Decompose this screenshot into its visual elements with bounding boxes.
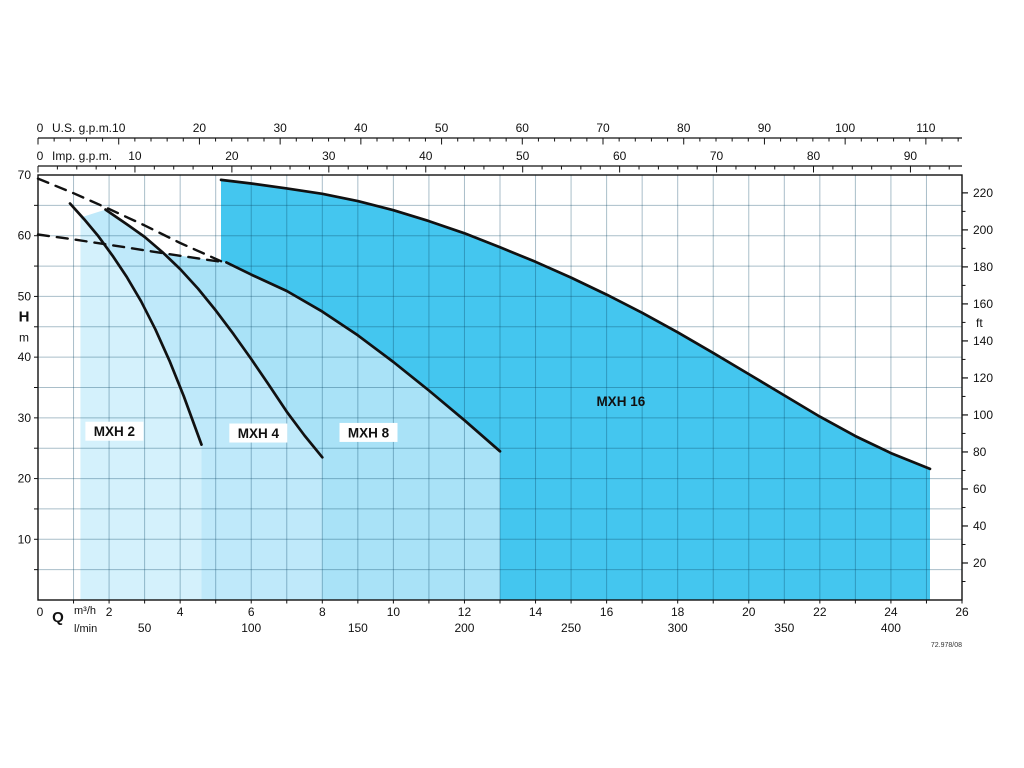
tick-label: 60 xyxy=(973,482,987,496)
tick-label: 200 xyxy=(454,621,474,635)
tick-label: 100 xyxy=(835,121,855,135)
tick-label: 350 xyxy=(774,621,794,635)
tick-label: 2 xyxy=(106,605,113,619)
curve-mxh16 xyxy=(219,178,932,471)
tick-label: 80 xyxy=(973,445,987,459)
pump-curves xyxy=(36,177,932,471)
series-label-mxh2: MXH 2 xyxy=(94,424,135,439)
tick-label: 24 xyxy=(884,605,898,619)
axis-right-ft xyxy=(962,192,968,582)
tick-label: 70 xyxy=(18,168,32,182)
tick-label: 6 xyxy=(248,605,255,619)
tick-label: 90 xyxy=(758,121,772,135)
axis-top-imp-gpm xyxy=(37,165,962,173)
series-label-mxh8: MXH 8 xyxy=(348,425,390,440)
tick-label: 40 xyxy=(18,350,32,364)
tick-label: 50 xyxy=(435,121,449,135)
tick-label: 20 xyxy=(193,121,207,135)
tick-label: 20 xyxy=(18,472,32,486)
curve-mxh4 xyxy=(104,208,324,459)
series-label-mxh4: MXH 4 xyxy=(238,426,280,441)
tick-label: 30 xyxy=(322,149,336,163)
axis-left-h-m xyxy=(34,204,38,571)
tick-label: 20 xyxy=(742,605,756,619)
series-label-mxh16: MXH 16 xyxy=(596,394,645,409)
axis-title-imp-gpm: Imp. g.p.m. xyxy=(52,149,112,163)
tick-label: 26 xyxy=(955,605,969,619)
tick-label: 0 xyxy=(37,149,44,163)
tick-label: 30 xyxy=(273,121,287,135)
axis-title-h: H xyxy=(19,309,30,326)
tick-label: 60 xyxy=(516,121,530,135)
tick-label: 0 xyxy=(37,121,44,135)
tick-label: 140 xyxy=(973,334,993,348)
tick-label: 40 xyxy=(354,121,368,135)
tick-label: 50 xyxy=(18,289,32,303)
tick-label: 10 xyxy=(128,149,142,163)
mxh2-region xyxy=(80,217,202,600)
curve-mxh8-ext-dashed xyxy=(36,233,223,263)
tick-label: 200 xyxy=(973,223,993,237)
tick-label: 10 xyxy=(387,605,401,619)
tick-label: 30 xyxy=(18,411,32,425)
axis-title-q: Q xyxy=(52,609,64,626)
tick-label: 0 xyxy=(37,605,44,619)
tick-label: 160 xyxy=(973,297,993,311)
mxh16-region xyxy=(221,179,930,600)
tick-label: 18 xyxy=(671,605,685,619)
axis-title-us-gpm: U.S. g.p.m. xyxy=(52,121,112,135)
tick-label: 300 xyxy=(668,621,688,635)
tick-label: 40 xyxy=(973,519,987,533)
tick-label: 80 xyxy=(807,149,821,163)
label-box-mxh2 xyxy=(85,421,144,441)
label-box-mxh4 xyxy=(229,423,288,443)
tick-label: 110 xyxy=(916,121,935,135)
drawing-number: 72.978/08 xyxy=(930,642,962,649)
tick-label: 50 xyxy=(516,149,530,163)
tick-label: 14 xyxy=(529,605,543,619)
tick-label: 250 xyxy=(561,621,581,635)
tick-label: 150 xyxy=(348,621,368,635)
tick-label: 220 xyxy=(973,186,993,200)
tick-label: 20 xyxy=(225,149,239,163)
tick-label: 12 xyxy=(458,605,472,619)
tick-label: 120 xyxy=(973,371,993,385)
tick-label: 50 xyxy=(138,621,152,635)
grid xyxy=(38,175,962,600)
axis-top-us-gpm xyxy=(37,137,962,145)
tick-label: 40 xyxy=(419,149,433,163)
tick-label: 100 xyxy=(973,408,993,422)
tick-label: 60 xyxy=(613,149,627,163)
tick-label: 4 xyxy=(177,605,184,619)
axis-unit-ft: ft xyxy=(976,316,983,330)
curve-mxh2 xyxy=(68,202,203,446)
tick-label: 22 xyxy=(813,605,827,619)
tick-label: 70 xyxy=(710,149,724,163)
tick-label: 16 xyxy=(600,605,614,619)
axis-unit-m: m xyxy=(19,331,29,345)
tick-label: 8 xyxy=(319,605,326,619)
tick-label: 100 xyxy=(241,621,261,635)
axis-unit-lmin: l/min xyxy=(74,623,97,635)
curve-mxh16-ext-dashed xyxy=(36,177,223,263)
curve-labels: MXH 2 MXH 4 MXH 8 MXH 16 xyxy=(85,394,646,443)
tick-label: 400 xyxy=(881,621,901,635)
operating-regions xyxy=(80,179,930,600)
axis-unit-m3h: m³/h xyxy=(74,605,96,617)
tick-label: 90 xyxy=(904,149,918,163)
label-box-mxh8 xyxy=(339,422,398,442)
tick-label: 10 xyxy=(18,532,32,546)
tick-label: 10 xyxy=(112,121,126,135)
tick-label: 70 xyxy=(596,121,610,135)
tick-label: 20 xyxy=(973,556,987,570)
tick-label: 60 xyxy=(18,229,32,243)
curve-mxh8 xyxy=(225,261,502,453)
axis-bottom-q xyxy=(73,600,963,604)
tick-label: 180 xyxy=(973,260,993,274)
tick-label: 80 xyxy=(677,121,691,135)
